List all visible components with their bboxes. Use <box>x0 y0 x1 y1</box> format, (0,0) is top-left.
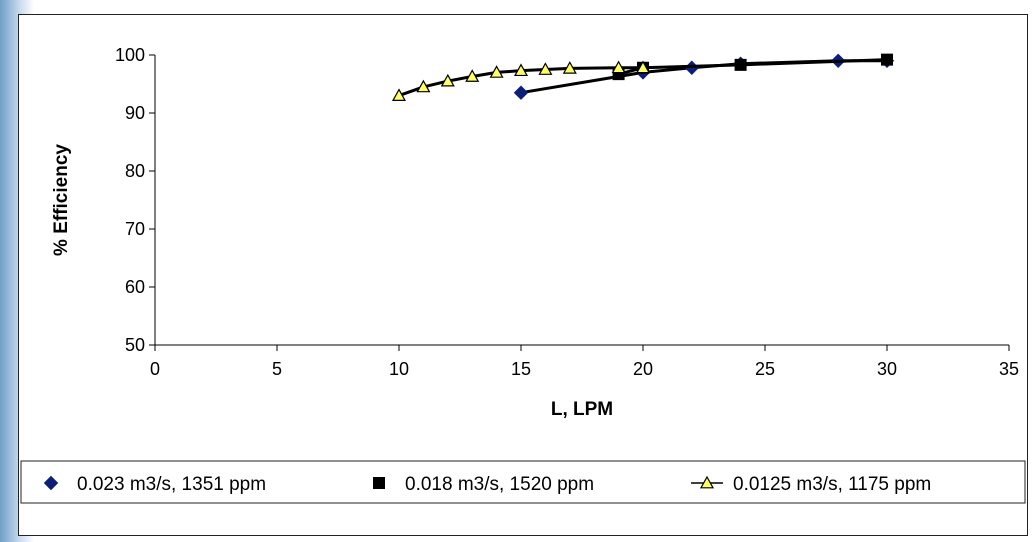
legend-label: 0.0125 m3/s, 1175 ppm <box>733 474 931 495</box>
triangle-point <box>391 88 407 102</box>
square-point <box>734 58 747 71</box>
y-tick-label: 80 <box>125 161 145 181</box>
triangle-point <box>538 62 553 75</box>
x-tick-label: 0 <box>150 359 160 379</box>
chart-area: 50 60 70 80 90 100 0 5 10 15 20 25 30 35 % Efficiency… <box>18 14 1028 536</box>
diamond-point <box>513 85 529 100</box>
legend-diamond-marker <box>43 475 59 491</box>
axes: 50 60 70 80 90 100 0 5 10 15 20 25 30 35 <box>115 45 1019 379</box>
series-2 <box>612 53 893 81</box>
legend: 0.023 m3/s, 1351 ppm 0.018 m3/s, 1520 ppm… <box>20 460 1026 504</box>
square-point <box>881 53 893 66</box>
x-tick-label: 10 <box>389 359 409 379</box>
x-tick-label: 35 <box>999 359 1019 379</box>
y-tick-label: 60 <box>125 277 145 297</box>
triangle-point <box>489 65 504 78</box>
triangle-point <box>513 63 529 77</box>
y-axis-title: % Efficiency <box>51 144 72 256</box>
triangle-point <box>416 79 431 93</box>
y-tick-label: 90 <box>125 103 145 123</box>
x-tick-label: 25 <box>755 359 775 379</box>
x-axis-title: L, LPM <box>551 399 613 420</box>
series-3 <box>391 60 651 102</box>
legend-label: 0.023 m3/s, 1351 ppm <box>77 474 266 495</box>
x-tick-label: 20 <box>633 359 653 379</box>
y-tick-label: 70 <box>125 219 145 239</box>
y-tick-label: 100 <box>115 45 145 65</box>
y-tick-label: 50 <box>125 335 145 355</box>
x-tick-label: 5 <box>272 359 282 379</box>
series-line <box>398 66 643 98</box>
series-layer <box>391 53 895 102</box>
line-chart: 50 60 70 80 90 100 0 5 10 15 20 25 30 35 % Efficiency… <box>20 45 1026 504</box>
legend-triangle-marker <box>699 475 715 489</box>
triangle-point <box>465 69 480 82</box>
triangle-point <box>562 61 577 74</box>
series-line <box>618 58 888 76</box>
triangle-point <box>611 60 626 74</box>
legend-label: 0.018 m3/s, 1520 ppm <box>405 474 594 495</box>
x-tick-label: 30 <box>877 359 897 379</box>
triangle-point <box>440 73 455 87</box>
legend-box <box>20 460 1026 504</box>
x-tick-label: 15 <box>511 359 531 379</box>
legend-square-marker <box>373 477 385 489</box>
triangle-point <box>635 60 651 74</box>
